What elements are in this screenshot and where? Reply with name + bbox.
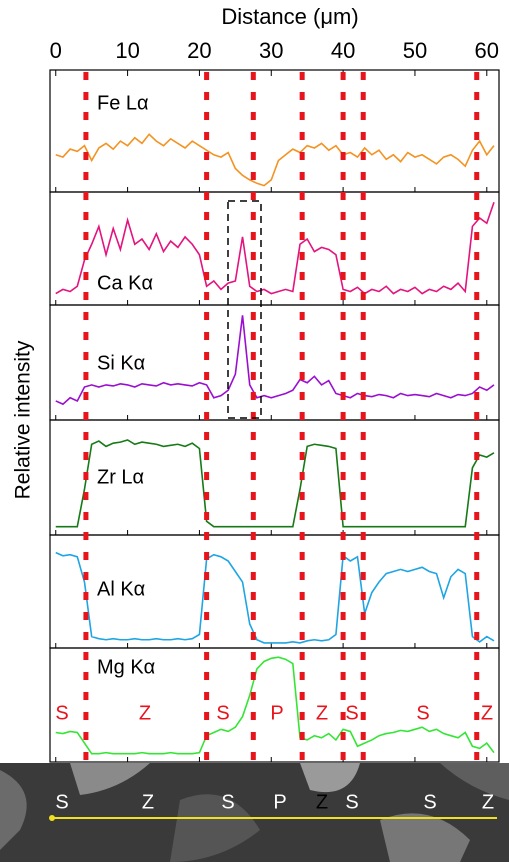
image-label: Z xyxy=(316,791,328,813)
sem-grain xyxy=(440,763,509,800)
series-line xyxy=(55,201,495,295)
zone-label: S xyxy=(55,702,68,724)
plot-area: Fe Lα Ca Kα Si Kα Zr Lα Al Kα Mg Kα 0 10 20 30 40 5… xyxy=(49,38,500,763)
series-label: Al Kα xyxy=(97,578,145,600)
zone-label: Z xyxy=(316,702,328,724)
zone-label: S xyxy=(416,702,429,724)
y-axis-title: Relative intensity xyxy=(12,340,35,499)
image-label: Z xyxy=(142,791,154,813)
series-line xyxy=(55,315,495,406)
x-tick-label: 0 xyxy=(50,38,62,63)
series-line xyxy=(55,439,495,528)
panel-frame xyxy=(49,647,500,763)
sem-grain xyxy=(380,813,470,862)
x-tick-label: 20 xyxy=(187,38,211,63)
x-tick-label: 50 xyxy=(403,38,427,63)
sem-grain xyxy=(0,770,27,850)
series-label: Zr Lα xyxy=(97,466,144,488)
panel-frame xyxy=(49,69,500,193)
series-line xyxy=(55,656,495,755)
series-label: Ca Kα xyxy=(97,272,153,294)
image-label: S xyxy=(423,791,436,813)
highlight-box xyxy=(227,200,262,419)
series-line xyxy=(55,551,495,644)
sem-grain xyxy=(170,794,260,862)
zone-label: P xyxy=(270,702,283,724)
series-label: Fe Lα xyxy=(97,92,149,114)
sem-grain xyxy=(70,763,150,795)
x-tick-label: 60 xyxy=(475,38,499,63)
series-label: Si Kα xyxy=(97,352,145,374)
scan-start xyxy=(49,815,55,821)
zone-label: Z xyxy=(139,702,151,724)
image-label: S xyxy=(221,791,234,813)
sem-grain xyxy=(300,763,360,793)
image-label: P xyxy=(273,791,286,813)
series-label: Mg Kα xyxy=(97,656,155,678)
x-tick-label: 30 xyxy=(259,38,283,63)
zone-label: S xyxy=(216,702,229,724)
image-label: Z xyxy=(482,791,494,813)
x-tick-label: 10 xyxy=(115,38,139,63)
series-line xyxy=(55,133,495,187)
x-axis-title: Distance (μm) xyxy=(221,4,358,29)
image-label: S xyxy=(55,791,68,813)
image-label: S xyxy=(345,791,358,813)
zone-label: S xyxy=(345,702,358,724)
x-tick-label: 40 xyxy=(331,38,355,63)
zone-label: Z xyxy=(481,702,493,724)
